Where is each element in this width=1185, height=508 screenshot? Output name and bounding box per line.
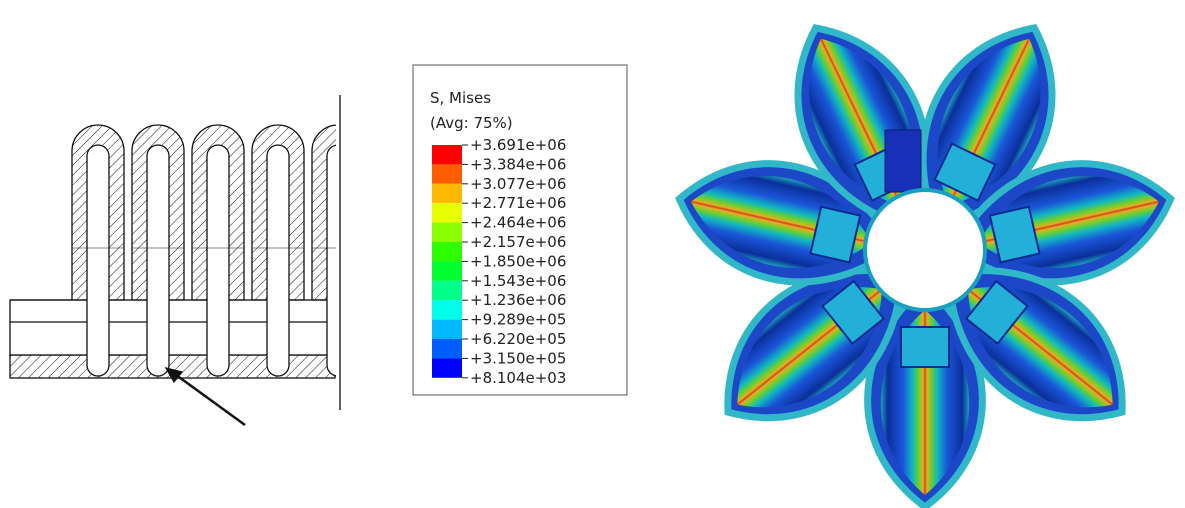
hole <box>865 190 985 310</box>
legend-label: +6.220e+05 <box>470 330 566 348</box>
block <box>901 327 949 367</box>
color-band <box>432 184 462 203</box>
legend-label: +8.104e+03 <box>470 369 566 387</box>
legend-label: +1.236e+06 <box>470 291 566 309</box>
legend-subtitle: (Avg: 75%) <box>430 114 513 132</box>
figure: S, Mises (Avg: 75%) +3.691e+06+3.384e+06… <box>0 0 1185 508</box>
legend-label: +3.077e+06 <box>470 175 566 193</box>
legend-label: +3.384e+06 <box>470 155 566 173</box>
stress-contour <box>667 3 1184 507</box>
color-band <box>432 242 462 261</box>
block <box>885 130 921 192</box>
legend-label: +2.464e+06 <box>470 214 566 232</box>
legend-label: +1.850e+06 <box>470 252 566 270</box>
cross-section <box>10 95 396 425</box>
color-band <box>432 223 462 242</box>
color-band <box>432 300 462 319</box>
tube <box>207 145 229 376</box>
color-band <box>432 164 462 183</box>
color-band <box>432 281 462 300</box>
tube <box>87 145 109 376</box>
legend-label: +2.771e+06 <box>470 194 566 212</box>
legend-label: +9.289e+05 <box>470 311 566 329</box>
legend: S, Mises (Avg: 75%) +3.691e+06+3.384e+06… <box>413 65 627 395</box>
tube <box>147 145 169 376</box>
mask <box>336 100 396 400</box>
color-band <box>432 261 462 280</box>
legend-title: S, Mises <box>430 89 491 107</box>
color-band <box>432 339 462 358</box>
legend-label: +3.691e+06 <box>470 136 566 154</box>
tube <box>267 145 289 376</box>
color-band <box>432 320 462 339</box>
color-band <box>432 145 462 164</box>
color-band <box>432 203 462 222</box>
legend-label: +1.543e+06 <box>470 272 566 290</box>
color-band <box>432 358 462 377</box>
legend-label: +3.150e+05 <box>470 349 566 367</box>
legend-label: +2.157e+06 <box>470 233 566 251</box>
